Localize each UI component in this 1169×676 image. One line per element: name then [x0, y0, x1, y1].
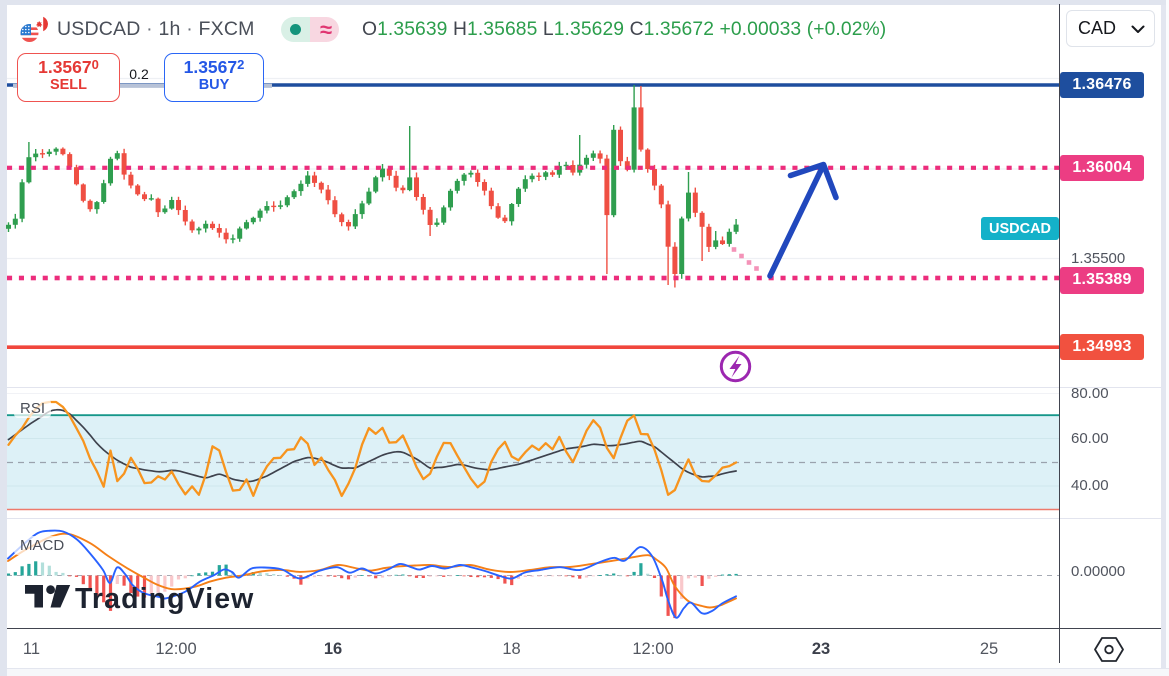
- svg-text:TradingView: TradingView: [75, 583, 254, 615]
